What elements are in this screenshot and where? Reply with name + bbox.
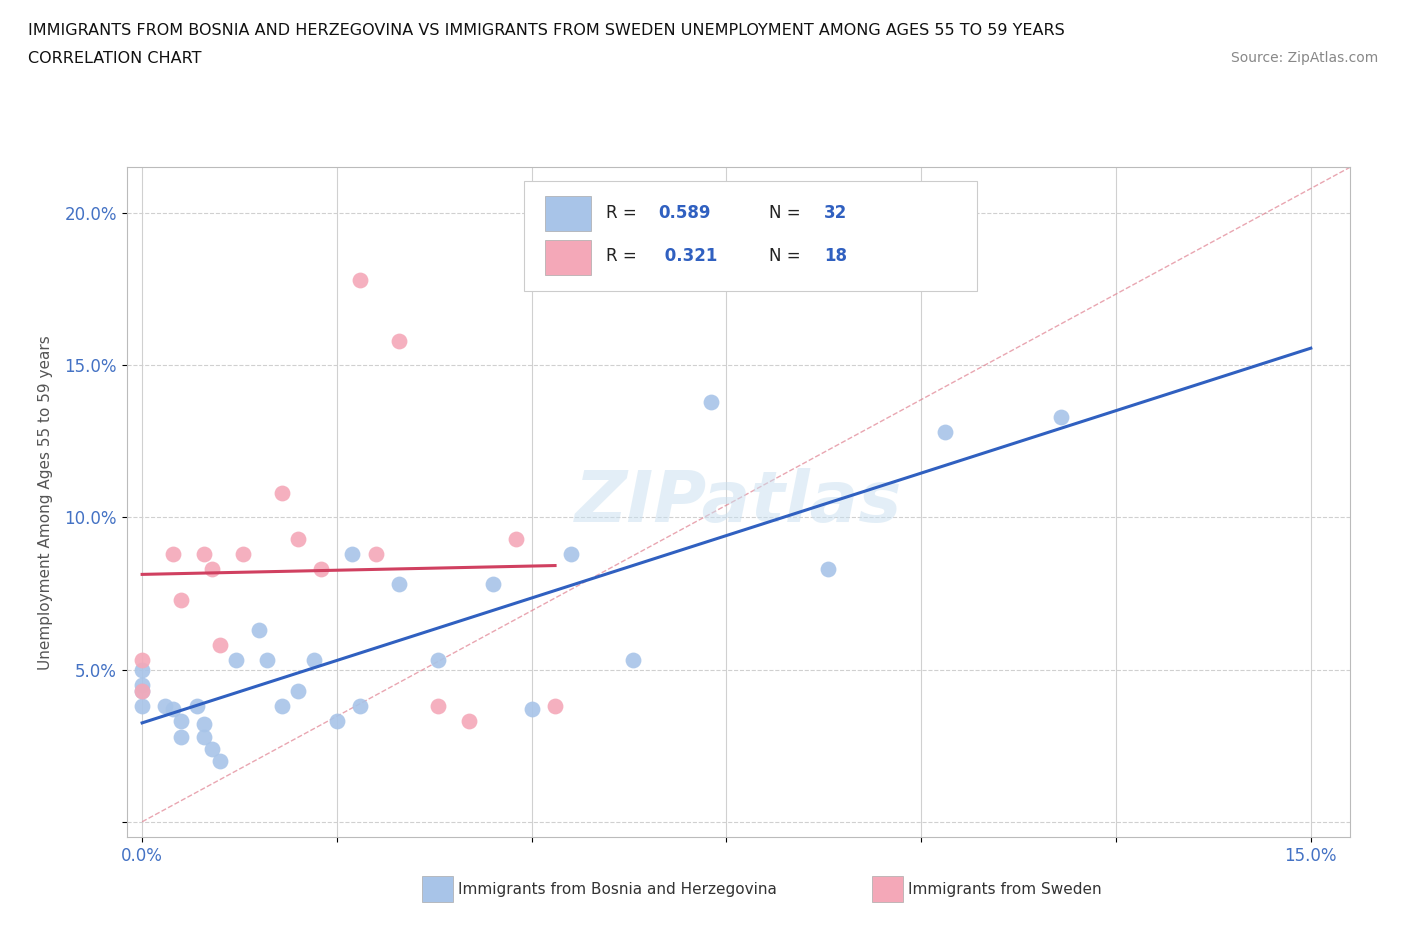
Point: [271, 485, 294, 500]
Point: [560, 547, 582, 562]
Text: R =: R =: [606, 204, 643, 222]
Point: [155, 698, 177, 713]
Point: [162, 547, 184, 562]
Point: [1050, 409, 1073, 424]
Point: [287, 531, 309, 546]
Point: [170, 729, 193, 744]
Point: [364, 547, 387, 562]
Text: Source: ZipAtlas.com: Source: ZipAtlas.com: [1230, 51, 1378, 65]
Point: [349, 698, 371, 713]
Text: 32: 32: [824, 204, 846, 222]
Text: N =: N =: [769, 247, 806, 265]
Point: [458, 714, 481, 729]
Point: [520, 702, 543, 717]
Point: [131, 684, 153, 698]
Text: 0.321: 0.321: [658, 247, 717, 265]
Point: [256, 653, 278, 668]
Point: [170, 592, 193, 607]
Point: [271, 698, 294, 713]
Point: [193, 717, 215, 732]
Text: 0.589: 0.589: [658, 204, 711, 222]
Point: [186, 698, 208, 713]
Point: [505, 531, 527, 546]
FancyBboxPatch shape: [524, 180, 977, 291]
Text: 18: 18: [824, 247, 846, 265]
Point: [201, 562, 224, 577]
Point: [201, 741, 224, 756]
Point: [388, 577, 411, 591]
Text: Immigrants from Sweden: Immigrants from Sweden: [908, 882, 1102, 897]
Point: [287, 684, 309, 698]
Point: [311, 562, 333, 577]
Point: [131, 684, 153, 698]
Text: N =: N =: [769, 204, 806, 222]
Point: [700, 394, 723, 409]
Point: [193, 729, 215, 744]
Y-axis label: Unemployment Among Ages 55 to 59 years: Unemployment Among Ages 55 to 59 years: [38, 335, 53, 670]
Point: [349, 272, 371, 287]
Point: [193, 547, 215, 562]
Point: [544, 698, 567, 713]
Point: [131, 662, 153, 677]
Point: [170, 714, 193, 729]
FancyBboxPatch shape: [546, 240, 592, 274]
Text: CORRELATION CHART: CORRELATION CHART: [28, 51, 201, 66]
Point: [162, 702, 184, 717]
Point: [427, 698, 450, 713]
Point: [247, 622, 270, 637]
Text: IMMIGRANTS FROM BOSNIA AND HERZEGOVINA VS IMMIGRANTS FROM SWEDEN UNEMPLOYMENT AM: IMMIGRANTS FROM BOSNIA AND HERZEGOVINA V…: [28, 23, 1064, 38]
Point: [225, 653, 247, 668]
Point: [621, 653, 644, 668]
Point: [131, 698, 153, 713]
Text: R =: R =: [606, 247, 643, 265]
Point: [302, 653, 325, 668]
Point: [388, 334, 411, 349]
Point: [427, 653, 450, 668]
Point: [326, 714, 349, 729]
Text: ZIPatlas: ZIPatlas: [575, 468, 901, 537]
Point: [208, 753, 231, 768]
Point: [131, 653, 153, 668]
Point: [817, 562, 839, 577]
Point: [481, 577, 503, 591]
Point: [232, 547, 254, 562]
Point: [131, 677, 153, 692]
FancyBboxPatch shape: [546, 196, 592, 231]
Text: Immigrants from Bosnia and Herzegovina: Immigrants from Bosnia and Herzegovina: [458, 882, 778, 897]
Point: [342, 547, 364, 562]
Point: [208, 638, 231, 653]
Point: [934, 425, 956, 440]
